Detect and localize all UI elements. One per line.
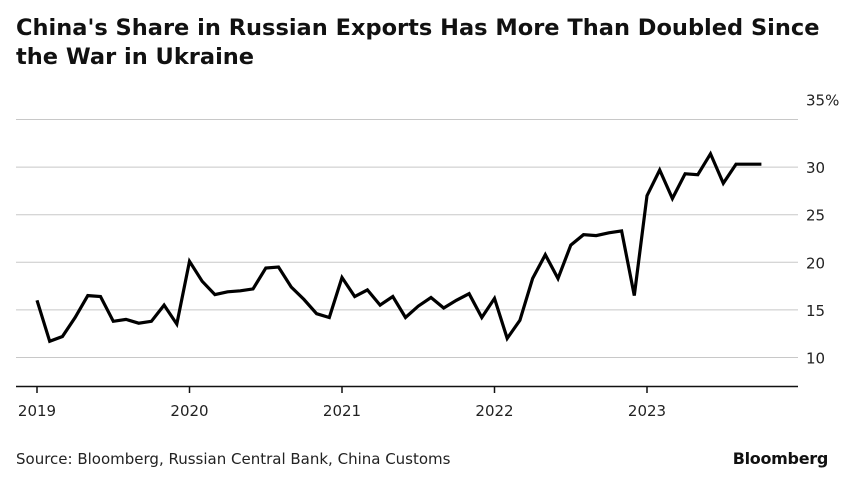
y-tick-label: 10 [806, 349, 825, 367]
series-line-0 [35, 150, 762, 344]
x-tick-label: 2022 [475, 402, 513, 420]
y-tick-label: 20 [806, 254, 825, 272]
series-layer [35, 150, 762, 344]
chart-title: China's Share in Russian Exports Has Mor… [16, 15, 820, 70]
y-axis-tick-labels: 10 15 20 25 30 35% [806, 92, 839, 368]
bloomberg-logo: Bloomberg [732, 449, 829, 468]
x-tick-label: 2021 [323, 402, 361, 420]
x-tick-label: 2023 [628, 402, 666, 420]
x-tick-label: 2019 [18, 402, 56, 420]
y-tick-label: 30 [806, 159, 825, 177]
grid-lines [16, 119, 798, 358]
y-tick-label: 35% [806, 92, 839, 110]
y-tick-label: 25 [806, 207, 825, 225]
y-tick-label: 15 [806, 302, 825, 320]
source-note: Source: Bloomberg, Russian Central Bank,… [16, 450, 451, 468]
x-axis: 2019 2020 2021 2022 2023 [16, 385, 798, 420]
x-tick-label: 2020 [170, 402, 208, 420]
